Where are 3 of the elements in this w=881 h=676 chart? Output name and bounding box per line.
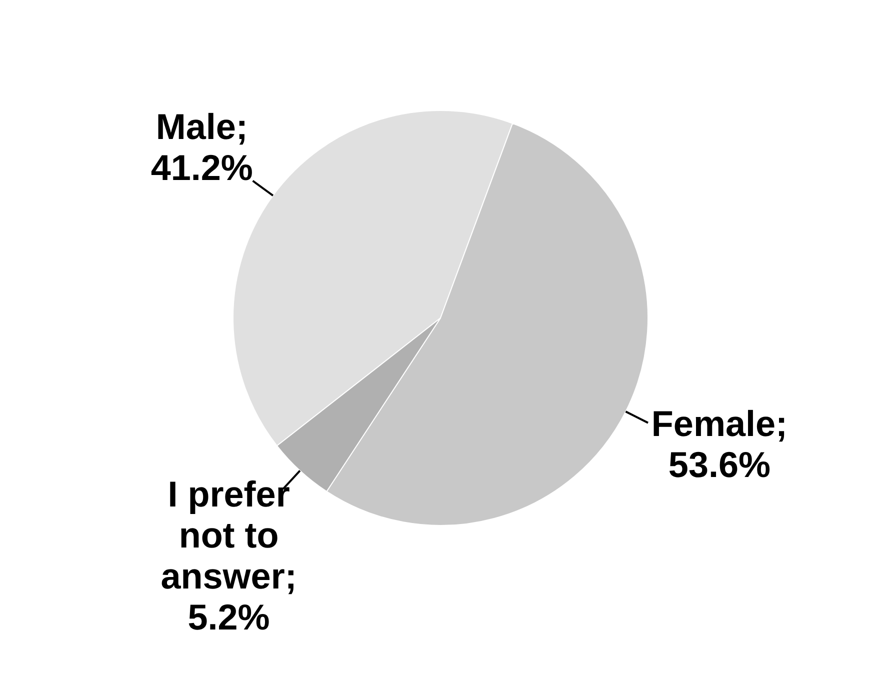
slice-label: Female; 53.6% (651, 403, 788, 486)
slice-label: Male; 41.2% (150, 106, 253, 188)
slice-label: I prefer not to answer; 5.2% (160, 474, 297, 638)
